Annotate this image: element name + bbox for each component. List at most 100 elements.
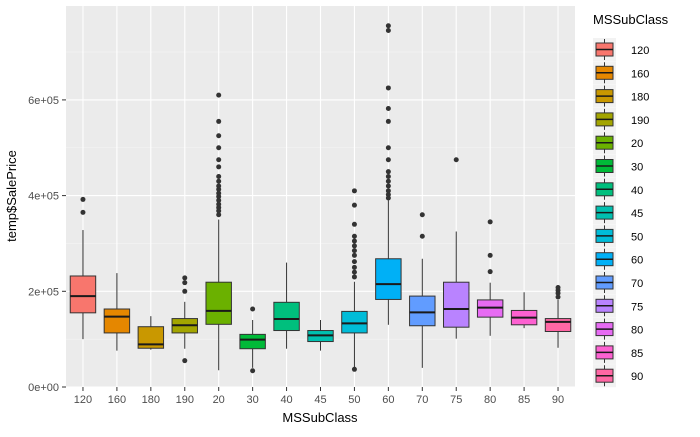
outlier-point	[216, 118, 222, 124]
outlier-point	[216, 190, 222, 196]
outlier-point	[487, 269, 493, 275]
legend-label: 60	[631, 255, 643, 267]
outlier-point	[216, 157, 222, 163]
outlier-point	[250, 368, 256, 374]
legend-label: 90	[631, 371, 643, 383]
iqr-box	[409, 295, 436, 327]
x-tick-label: 190	[176, 394, 194, 406]
outlier-point	[385, 23, 391, 29]
legend-item-60: 60	[593, 247, 643, 271]
iqr-box	[137, 326, 165, 349]
legend-item-40: 40	[593, 177, 643, 201]
outlier-point	[216, 145, 222, 151]
box-85	[510, 292, 538, 329]
outlier-point	[351, 269, 357, 275]
legend-label: 70	[631, 278, 643, 290]
outlier-point	[216, 92, 222, 98]
x-tick-label: 90	[552, 394, 564, 406]
iqr-box	[375, 258, 402, 300]
x-tick-label: 160	[108, 394, 126, 406]
legend-item-90: 90	[593, 364, 643, 388]
box-180	[137, 316, 165, 350]
x-tick-label: 40	[280, 394, 292, 406]
box-45	[307, 320, 334, 351]
outlier-point	[351, 248, 357, 254]
outlier-point	[80, 196, 86, 202]
y-tick-label: 2e+05	[28, 286, 59, 298]
box-75	[443, 157, 470, 339]
legend-label: 85	[631, 348, 643, 360]
outlier-point	[351, 188, 357, 194]
legend-items: 120 160 180 190 20 30 40 45 50 60 70 75 80 85 90	[593, 38, 649, 388]
x-tick-label: 85	[518, 394, 530, 406]
outlier-point	[351, 259, 357, 265]
legend-item-30: 30	[593, 154, 643, 178]
outlier-point	[385, 145, 391, 151]
legend-label: 80	[631, 325, 643, 337]
outlier-point	[351, 366, 357, 372]
outlier-point	[216, 173, 222, 179]
legend-label: 50	[631, 231, 643, 243]
outlier-point	[385, 157, 391, 163]
x-tick-label: 180	[142, 394, 160, 406]
outlier-point	[419, 233, 425, 239]
outlier-point	[385, 178, 391, 184]
outlier-point	[385, 85, 391, 91]
outlier-point	[182, 288, 188, 294]
box-60	[375, 23, 402, 325]
box-series	[69, 23, 572, 374]
box-30	[239, 306, 266, 374]
outlier-point	[385, 28, 391, 34]
outlier-point	[216, 178, 222, 184]
legend-label: 30	[631, 162, 643, 174]
legend-label: 160	[631, 68, 649, 80]
outlier-point	[351, 274, 357, 280]
legend-label: 180	[631, 92, 649, 104]
outlier-point	[216, 183, 222, 189]
outlier-point	[385, 118, 391, 124]
outlier-point	[555, 284, 561, 290]
outlier-point	[351, 238, 357, 244]
x-axis-title: MSSubClass	[282, 410, 358, 425]
outlier-point	[385, 192, 391, 198]
legend: MSSubClass 120 160 180 190 20 30 40 45 50 60 70 75 8…	[593, 12, 669, 388]
iqr-box	[69, 275, 97, 314]
box-80	[476, 219, 504, 336]
outlier-point	[385, 183, 391, 189]
legend-item-80: 80	[593, 317, 643, 341]
legend-title: MSSubClass	[593, 12, 669, 27]
y-tick-label: 4e+05	[28, 191, 59, 203]
outlier-point	[216, 197, 222, 203]
legend-label: 120	[631, 45, 649, 57]
box-160	[103, 273, 131, 351]
legend-item-85: 85	[593, 340, 643, 364]
y-tick-label: 6e+05	[28, 95, 59, 107]
y-axis-title: temp$SalePrice	[4, 150, 19, 242]
outlier-point	[80, 209, 86, 215]
iqr-box	[239, 333, 266, 350]
outlier-point	[182, 275, 188, 281]
outlier-point	[216, 164, 222, 170]
outlier-point	[419, 212, 425, 218]
outlier-point	[351, 243, 357, 249]
y-axis: 0e+00 2e+05 4e+05 6e+05	[28, 95, 66, 394]
outlier-point	[487, 252, 493, 258]
x-tick-label: 45	[314, 394, 326, 406]
box-70	[409, 212, 436, 368]
iqr-box	[341, 310, 368, 334]
outlier-point	[216, 133, 222, 139]
legend-label: 75	[631, 301, 643, 313]
iqr-box	[273, 301, 300, 332]
legend-item-70: 70	[593, 271, 643, 294]
legend-item-50: 50	[593, 224, 643, 248]
box-190	[171, 275, 198, 364]
legend-item-75: 75	[593, 294, 643, 318]
y-tick-label: 0e+00	[28, 382, 59, 394]
x-tick-label: 30	[247, 394, 259, 406]
legend-label: 190	[631, 115, 649, 127]
outlier-point	[351, 264, 357, 270]
legend-label: 20	[631, 138, 643, 150]
legend-item-120: 120	[593, 38, 649, 61]
outlier-point	[182, 358, 188, 364]
